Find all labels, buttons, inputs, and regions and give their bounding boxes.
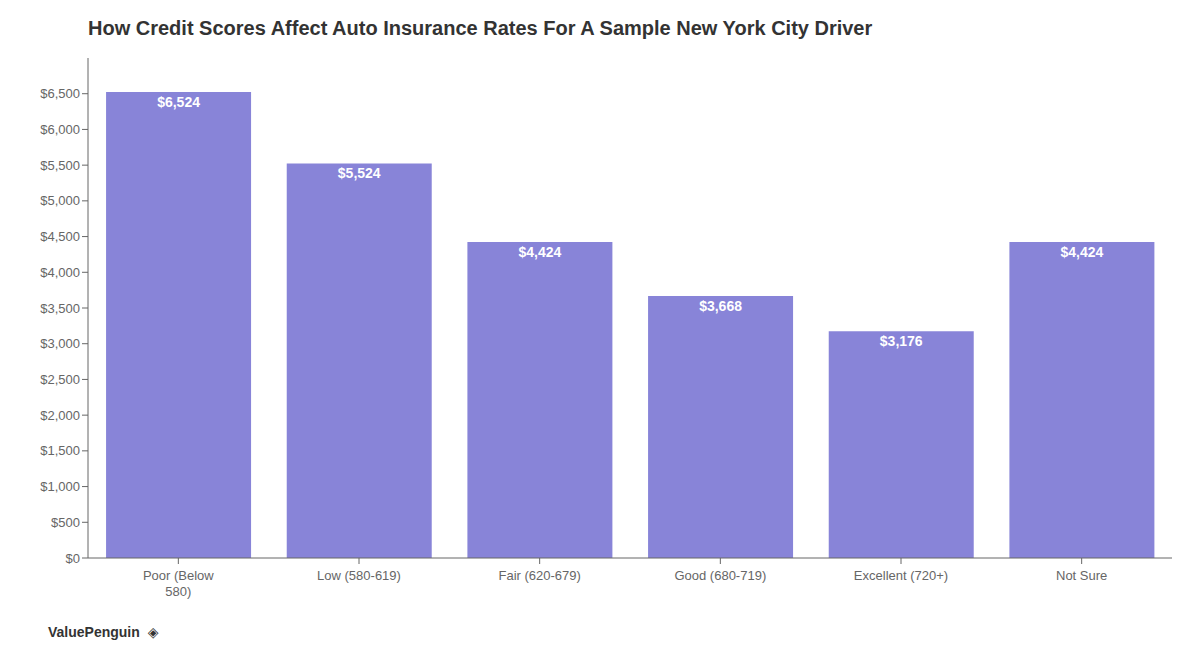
svg-text:Excellent (720+): Excellent (720+)	[854, 568, 948, 583]
svg-text:$1,500: $1,500	[40, 443, 80, 458]
svg-text:$3,500: $3,500	[40, 301, 80, 316]
svg-text:Fair (620-679): Fair (620-679)	[498, 568, 580, 583]
svg-text:$5,000: $5,000	[40, 193, 80, 208]
svg-text:$500: $500	[51, 515, 80, 530]
svg-text:Good (680-719): Good (680-719)	[674, 568, 766, 583]
svg-text:$4,424: $4,424	[518, 244, 561, 260]
svg-text:$4,000: $4,000	[40, 265, 80, 280]
svg-text:$2,500: $2,500	[40, 372, 80, 387]
svg-text:$1,000: $1,000	[40, 479, 80, 494]
svg-text:$4,500: $4,500	[40, 229, 80, 244]
svg-text:$5,524: $5,524	[338, 165, 381, 181]
html-text:How Credit Scores Affect Auto: How Credit Scores Affect Auto Insurance …	[88, 17, 873, 39]
svg-text:$6,524: $6,524	[157, 94, 200, 110]
svg-text:$6,500: $6,500	[40, 86, 80, 101]
svg-text:Poor (Below580): Poor (Below580)	[143, 568, 214, 599]
svg-text:$3,000: $3,000	[40, 336, 80, 351]
html-text:ValuePenguin: ValuePenguin	[48, 624, 140, 640]
svg-text:$6,000: $6,000	[40, 122, 80, 137]
svg-text:$0: $0	[66, 551, 80, 566]
svg-text:Not Sure: Not Sure	[1056, 568, 1107, 583]
svg-text:$5,500: $5,500	[40, 158, 80, 173]
svg-text:$3,176: $3,176	[880, 333, 923, 349]
svg-text:$2,000: $2,000	[40, 408, 80, 423]
svg-text:$4,424: $4,424	[1060, 244, 1103, 260]
svg-text:$3,668: $3,668	[699, 298, 742, 314]
svg-text:Low (580-619): Low (580-619)	[317, 568, 401, 583]
